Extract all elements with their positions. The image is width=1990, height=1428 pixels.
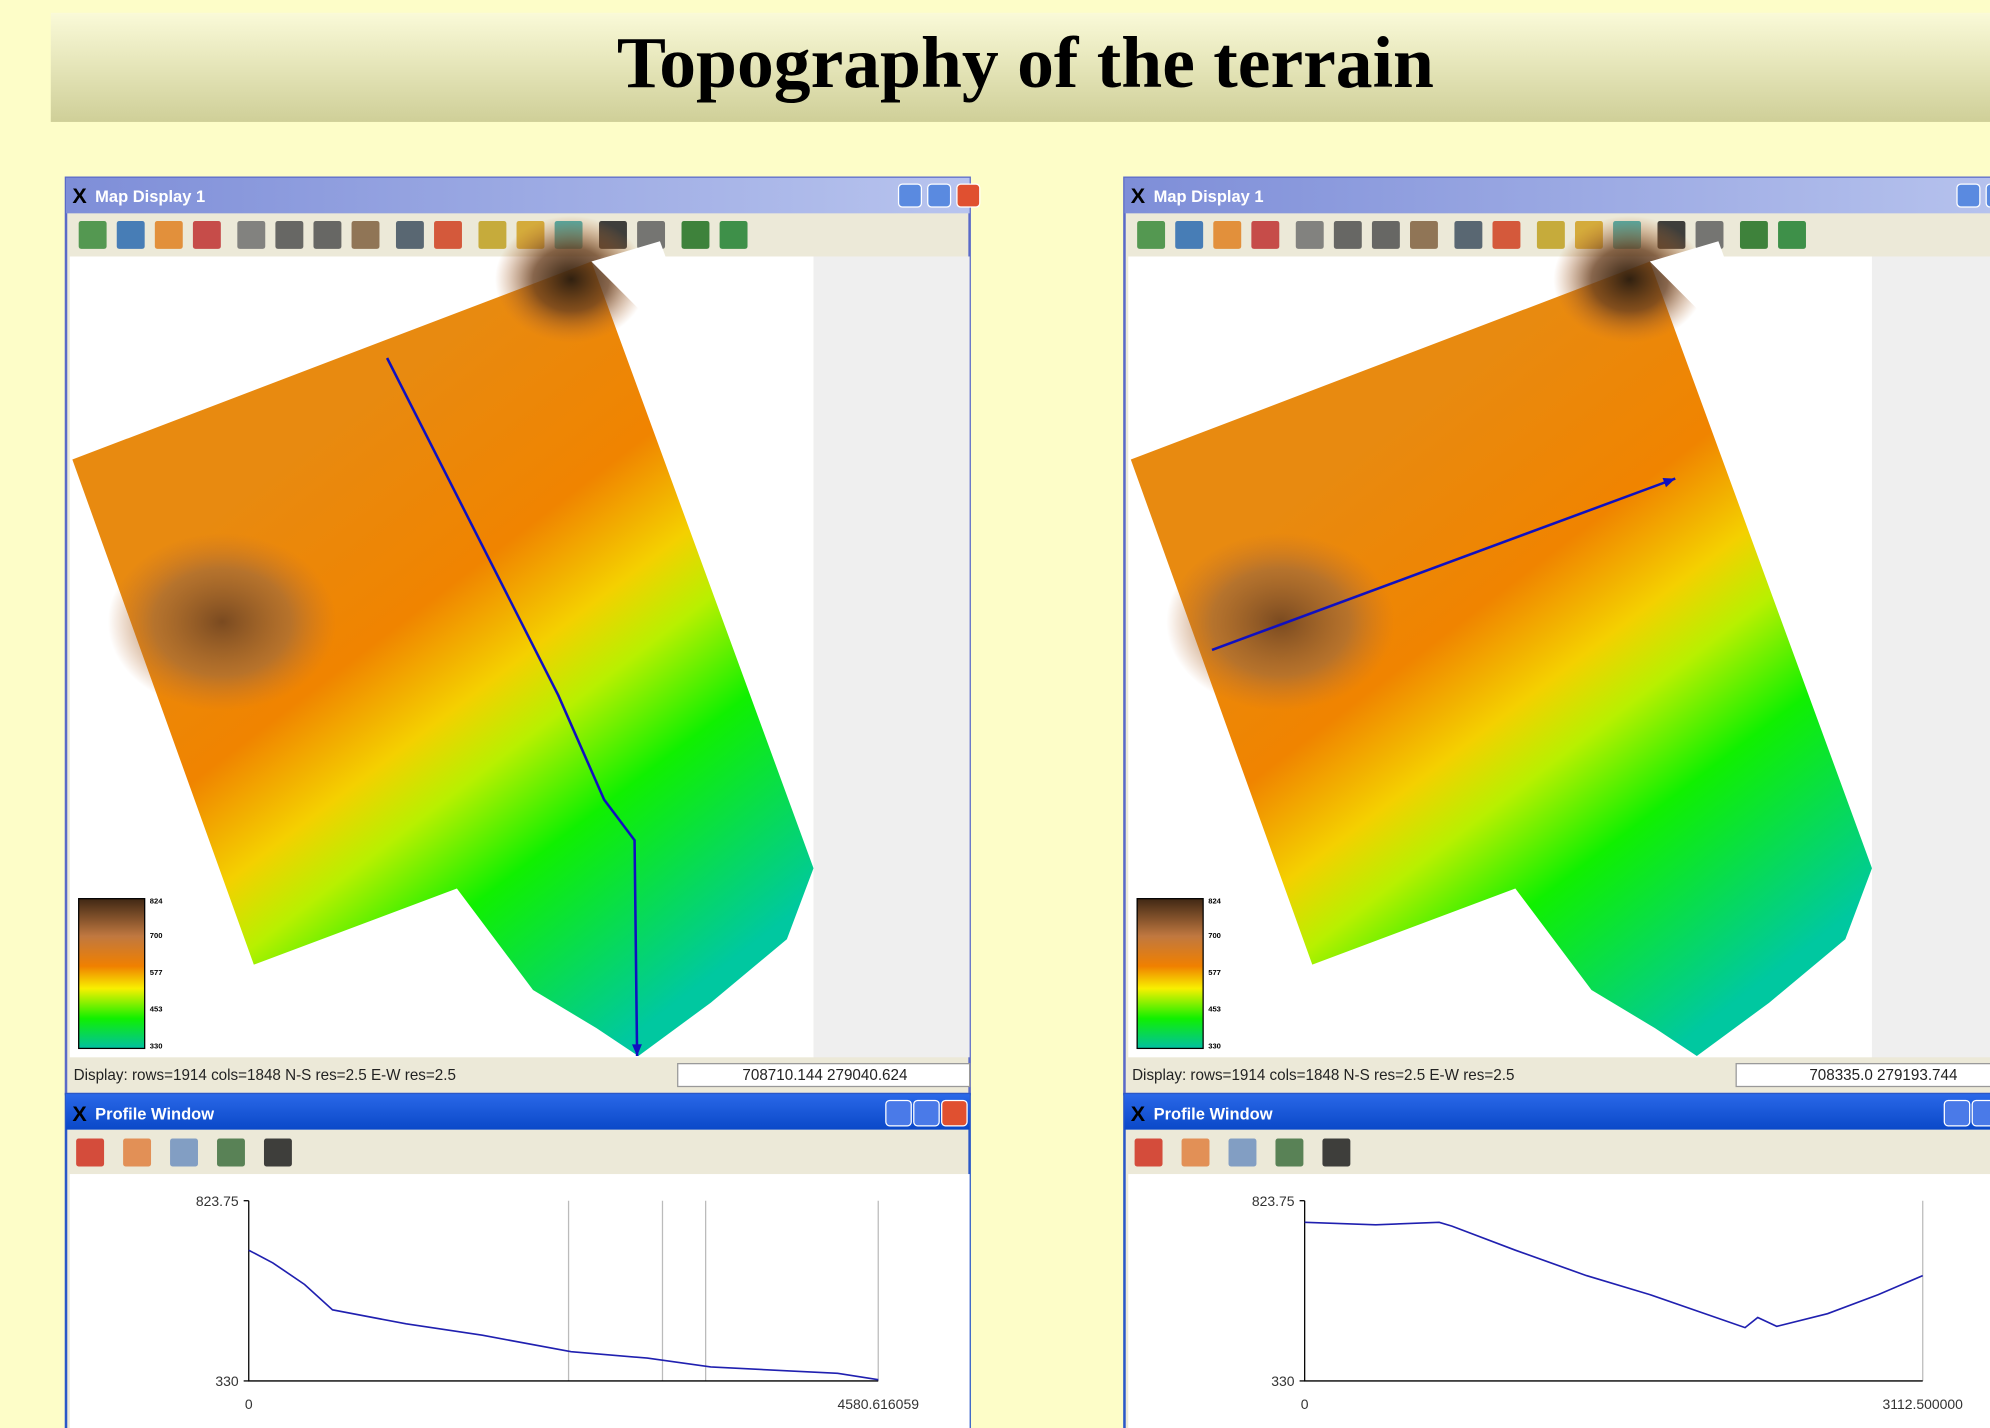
terrain-ridge bbox=[1166, 533, 1394, 711]
tool-button[interactable] bbox=[720, 221, 748, 249]
legend-label: 453 bbox=[1208, 1005, 1221, 1014]
tool-button[interactable] bbox=[76, 1139, 104, 1167]
tool-button[interactable] bbox=[313, 221, 341, 249]
y-axis-label: 330 bbox=[1271, 1373, 1295, 1389]
tool-button[interactable] bbox=[264, 1139, 292, 1167]
map-margin bbox=[814, 256, 970, 1057]
tool-button[interactable] bbox=[1275, 1139, 1303, 1167]
window-button[interactable] bbox=[942, 1100, 967, 1125]
tool-button[interactable] bbox=[396, 221, 424, 249]
window-button[interactable] bbox=[886, 1100, 911, 1125]
tool-button[interactable] bbox=[1135, 1139, 1163, 1167]
tool-button[interactable] bbox=[155, 221, 183, 249]
legend-label: 577 bbox=[150, 968, 163, 977]
legend-label: 824 bbox=[1208, 897, 1221, 906]
tool-button[interactable] bbox=[1213, 221, 1241, 249]
map-window-title: Map Display 1 bbox=[1154, 188, 1264, 206]
legend-label: 824 bbox=[150, 897, 163, 906]
coordinates: 708335.0 279193.744 bbox=[1809, 1067, 1958, 1084]
x-logo: X bbox=[72, 183, 87, 208]
x-axis-label: 3112.500000 bbox=[1883, 1396, 1964, 1412]
tool-button[interactable] bbox=[1229, 1139, 1257, 1167]
tool-button[interactable] bbox=[79, 221, 107, 249]
tool-button[interactable] bbox=[123, 1139, 151, 1167]
tool-button[interactable] bbox=[217, 1139, 245, 1167]
tool-button[interactable] bbox=[1175, 221, 1203, 249]
panel: X Map Display 1 824 700 577 453 330 Display: ro… bbox=[1124, 178, 1990, 1428]
tool-button[interactable] bbox=[1251, 221, 1279, 249]
legend-label: 700 bbox=[1208, 931, 1221, 940]
tool-button[interactable] bbox=[1537, 221, 1565, 249]
map-window-title: Map Display 1 bbox=[95, 188, 205, 206]
tool-button[interactable] bbox=[1372, 221, 1400, 249]
window-button[interactable] bbox=[928, 184, 951, 207]
x-logo: X bbox=[1131, 183, 1146, 208]
map-margin bbox=[1872, 256, 1990, 1057]
x-axis-label: 4580.616059 bbox=[837, 1396, 919, 1412]
slide-title: Topography of the terrain bbox=[617, 21, 1434, 103]
tool-button[interactable] bbox=[1454, 221, 1482, 249]
tool-button[interactable] bbox=[1137, 221, 1165, 249]
tool-button[interactable] bbox=[1410, 221, 1438, 249]
x-axis-label: 0 bbox=[245, 1396, 253, 1412]
x-logo: X bbox=[1131, 1101, 1146, 1126]
x-axis-label: 0 bbox=[1301, 1396, 1309, 1412]
tool-button[interactable] bbox=[1296, 221, 1324, 249]
y-axis-label: 823.75 bbox=[196, 1193, 239, 1209]
legend-bar bbox=[1137, 899, 1203, 1049]
legend-label: 577 bbox=[1208, 968, 1221, 977]
window-button[interactable] bbox=[957, 184, 980, 207]
tool-button[interactable] bbox=[1334, 221, 1362, 249]
tool-button[interactable] bbox=[117, 221, 145, 249]
legend-label: 700 bbox=[150, 931, 163, 940]
status-text: Display: rows=1914 cols=1848 N-S res=2.5… bbox=[74, 1067, 456, 1084]
y-axis-label: 823.75 bbox=[1252, 1193, 1295, 1209]
tool-button[interactable] bbox=[434, 221, 462, 249]
slide: Topography of the terrain X Map Display 1… bbox=[0, 0, 1990, 1428]
window-button[interactable] bbox=[1986, 184, 1990, 207]
tool-button[interactable] bbox=[478, 221, 506, 249]
tool-button[interactable] bbox=[1182, 1139, 1210, 1167]
tool-button[interactable] bbox=[1778, 221, 1806, 249]
tool-button[interactable] bbox=[237, 221, 265, 249]
window-button[interactable] bbox=[914, 1100, 939, 1125]
profile-window-title: Profile Window bbox=[95, 1105, 214, 1123]
page: {"title":"Topography of the terrain", "p… bbox=[0, 0, 1990, 1428]
window-button[interactable] bbox=[1972, 1100, 1990, 1125]
terrain-ridge bbox=[108, 533, 336, 711]
tool-button[interactable] bbox=[1740, 221, 1768, 249]
window-button[interactable] bbox=[1957, 184, 1980, 207]
coordinates: 708710.144 279040.624 bbox=[742, 1067, 908, 1084]
tool-button[interactable] bbox=[170, 1139, 198, 1167]
tool-button[interactable] bbox=[275, 221, 303, 249]
window-button[interactable] bbox=[1944, 1100, 1969, 1125]
legend-label: 453 bbox=[150, 1005, 163, 1014]
tool-button[interactable] bbox=[1322, 1139, 1350, 1167]
status-text: Display: rows=1914 cols=1848 N-S res=2.5… bbox=[1132, 1067, 1514, 1084]
legend-bar bbox=[79, 899, 145, 1049]
profile-window-title: Profile Window bbox=[1154, 1105, 1273, 1123]
tool-button[interactable] bbox=[1493, 221, 1521, 249]
panel: X Map Display 1 824 700 577 453 330 Display: ro… bbox=[66, 178, 980, 1428]
legend-label: 330 bbox=[150, 1041, 163, 1050]
tool-button[interactable] bbox=[193, 221, 221, 249]
tool-button[interactable] bbox=[352, 221, 380, 249]
x-logo: X bbox=[72, 1101, 87, 1126]
window-button[interactable] bbox=[899, 184, 922, 207]
tool-button[interactable] bbox=[682, 221, 710, 249]
legend-label: 330 bbox=[1208, 1041, 1221, 1050]
y-axis-label: 330 bbox=[215, 1373, 239, 1389]
profile-canvas bbox=[70, 1174, 970, 1428]
